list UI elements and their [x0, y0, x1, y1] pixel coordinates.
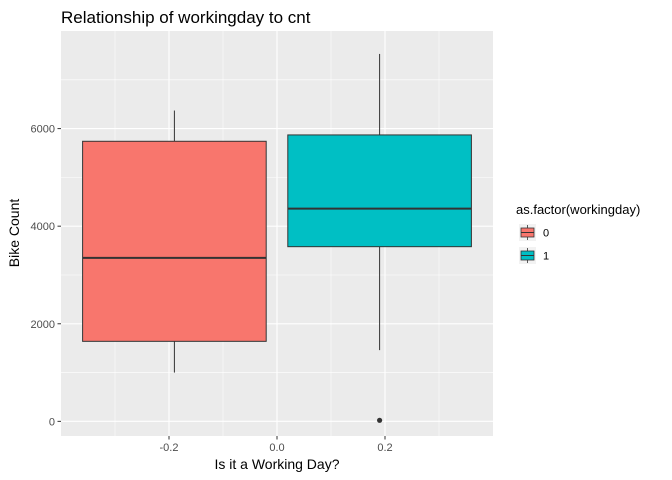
- legend-item-0: 0: [519, 224, 549, 241]
- box-group-1: [287, 53, 472, 423]
- legend-label: 1: [543, 251, 549, 263]
- x-axis-title: Is it a Working Day?: [214, 456, 339, 472]
- x-tick-label: 0.0: [269, 442, 284, 454]
- x-tick-label: -0.2: [160, 442, 179, 454]
- boxes: [82, 53, 472, 423]
- box: [82, 140, 267, 342]
- legend-label: 0: [543, 228, 549, 240]
- outlier-point: [377, 417, 383, 423]
- y-axis: 0 2000 4000 6000: [31, 124, 61, 428]
- box-group-0: [82, 110, 267, 373]
- legend-title: as.factor(workingday): [516, 202, 640, 217]
- y-axis-title: Bike Count: [6, 199, 22, 268]
- legend: as.factor(workingday) 0 1: [516, 202, 640, 264]
- legend-item-1: 1: [519, 247, 549, 264]
- x-axis: -0.2 0.0 0.2: [160, 436, 393, 454]
- box: [287, 134, 472, 248]
- y-tick-label: 6000: [31, 124, 55, 136]
- y-tick-label: 0: [49, 416, 55, 428]
- y-tick-label: 2000: [31, 319, 55, 331]
- chart-title: Relationship of workingday to cnt: [61, 8, 311, 27]
- y-tick-label: 4000: [31, 221, 55, 233]
- x-tick-label: 0.2: [377, 442, 392, 454]
